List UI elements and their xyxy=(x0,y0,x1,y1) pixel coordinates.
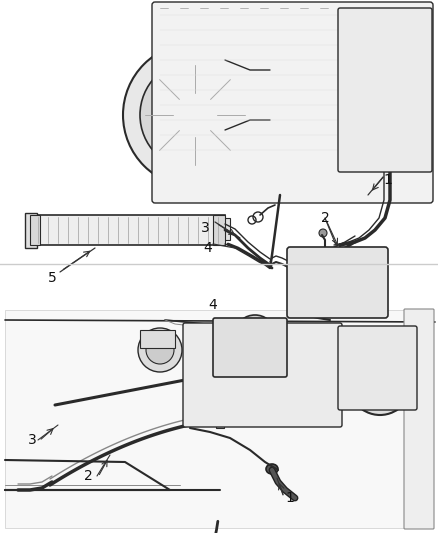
Text: 2: 2 xyxy=(321,211,329,225)
Ellipse shape xyxy=(235,60,305,130)
Ellipse shape xyxy=(146,336,174,364)
Text: 5: 5 xyxy=(48,271,57,285)
Bar xyxy=(216,422,224,428)
Bar xyxy=(300,358,335,373)
Text: 1: 1 xyxy=(286,491,294,505)
Bar xyxy=(276,392,284,398)
Bar xyxy=(222,218,230,240)
Ellipse shape xyxy=(305,262,331,288)
Bar xyxy=(340,328,405,356)
Ellipse shape xyxy=(260,85,280,105)
FancyBboxPatch shape xyxy=(404,309,434,529)
Ellipse shape xyxy=(123,43,267,187)
Ellipse shape xyxy=(223,43,247,67)
FancyBboxPatch shape xyxy=(152,2,433,203)
Ellipse shape xyxy=(345,265,365,285)
Bar xyxy=(30,215,40,245)
Ellipse shape xyxy=(138,328,182,372)
Ellipse shape xyxy=(296,21,324,49)
Bar xyxy=(256,402,264,408)
Bar xyxy=(30,215,225,245)
FancyBboxPatch shape xyxy=(338,326,417,410)
Ellipse shape xyxy=(266,464,278,474)
Ellipse shape xyxy=(382,35,418,85)
Ellipse shape xyxy=(339,297,355,313)
Ellipse shape xyxy=(370,363,390,387)
Ellipse shape xyxy=(380,334,396,350)
Ellipse shape xyxy=(336,253,344,261)
Text: 3: 3 xyxy=(28,433,36,447)
Bar xyxy=(236,412,244,418)
Text: 2: 2 xyxy=(84,469,92,483)
Text: 4: 4 xyxy=(204,241,212,255)
FancyBboxPatch shape xyxy=(338,8,432,172)
Ellipse shape xyxy=(323,293,347,317)
Bar xyxy=(5,310,433,528)
Text: 4: 4 xyxy=(208,298,217,312)
Ellipse shape xyxy=(228,48,242,62)
Ellipse shape xyxy=(160,80,230,150)
FancyBboxPatch shape xyxy=(183,323,342,427)
Ellipse shape xyxy=(337,257,373,293)
FancyBboxPatch shape xyxy=(287,247,388,318)
Ellipse shape xyxy=(355,332,375,352)
Ellipse shape xyxy=(245,322,265,338)
Ellipse shape xyxy=(358,350,402,400)
Ellipse shape xyxy=(285,10,335,60)
Ellipse shape xyxy=(345,335,415,415)
FancyBboxPatch shape xyxy=(213,318,287,377)
Ellipse shape xyxy=(298,255,338,295)
Ellipse shape xyxy=(140,60,250,170)
Ellipse shape xyxy=(177,97,213,133)
Ellipse shape xyxy=(363,250,387,274)
Text: 1: 1 xyxy=(384,173,392,187)
Bar xyxy=(25,213,37,248)
Ellipse shape xyxy=(370,20,430,100)
Ellipse shape xyxy=(248,73,292,117)
Ellipse shape xyxy=(237,315,273,345)
Bar xyxy=(213,215,225,245)
Ellipse shape xyxy=(319,229,327,237)
Text: 3: 3 xyxy=(201,221,209,235)
Bar xyxy=(240,180,270,198)
Ellipse shape xyxy=(348,15,392,45)
Bar xyxy=(140,330,175,348)
